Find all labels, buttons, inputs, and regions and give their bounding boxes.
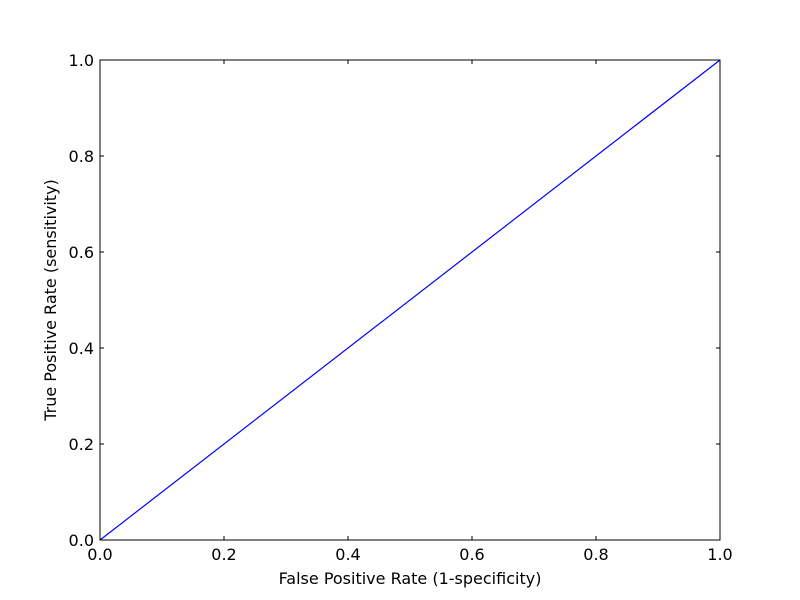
x-tick-label: 0.6 (459, 545, 484, 564)
tick-layer: 0.0 0.2 0.4 0.6 0.8 1.0 0.0 0.2 0.4 0.6 0.8 1.0 (69, 51, 733, 564)
x-tick-label: 0.4 (335, 545, 360, 564)
y-tick-label: 0.8 (69, 147, 94, 166)
series-layer (99, 59, 721, 541)
y-tick-label: 0.6 (69, 243, 94, 262)
plot-frame (99, 59, 721, 541)
y-tick-label: 0.0 (69, 531, 94, 550)
y-tick-label: 1.0 (69, 51, 94, 70)
series-line-0 (99, 59, 721, 541)
y-tick-label: 0.2 (69, 435, 94, 454)
x-axis-label: False Positive Rate (1-specificity) (279, 569, 542, 588)
x-tick-label: 0.0 (87, 545, 112, 564)
x-tick-label: 0.2 (211, 545, 236, 564)
x-tick-label: 1.0 (707, 545, 732, 564)
y-axis-label: True Positive Rate (sensitivity) (41, 179, 60, 422)
y-tick-label: 0.4 (69, 339, 94, 358)
x-tick-label: 0.8 (583, 545, 608, 564)
